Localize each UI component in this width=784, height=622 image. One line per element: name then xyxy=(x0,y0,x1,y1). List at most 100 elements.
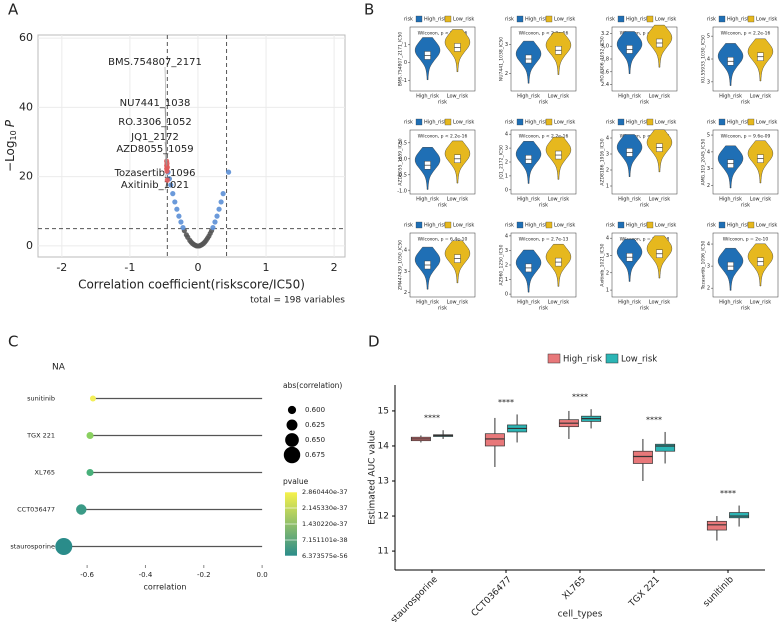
annotation: Wilcoxon, p < 2.2e-16 xyxy=(418,134,468,140)
y-tick-label: 60 xyxy=(19,31,33,44)
y-axis-label: AZD8186_1916_IC50 xyxy=(600,138,606,185)
y-axis-label: RO.3306_1052_IC50 xyxy=(600,36,606,82)
y-tick-label: 5 xyxy=(707,133,710,139)
y-axis-label: Tozasertib_1096_IC50 xyxy=(701,240,707,290)
x-axis-label: risk xyxy=(438,100,447,106)
annotation: Wilcoxon, p < 2.2e-16 xyxy=(721,31,771,37)
x-tick-label: Low_risk xyxy=(750,94,771,100)
x-axis-label: risk xyxy=(539,203,548,209)
x-tick-label: CCT036477 xyxy=(470,575,514,619)
legend-title: risk xyxy=(404,120,413,126)
point xyxy=(89,395,96,402)
annotation: Wilcoxon, p = 9.6e-09 xyxy=(721,134,771,140)
legend-size xyxy=(283,446,301,464)
box xyxy=(655,443,676,452)
legend-size xyxy=(287,405,297,415)
x-tick-label: -2 xyxy=(56,261,67,274)
y-tick-label: CCT036477 xyxy=(17,506,55,514)
legend-title: risk xyxy=(505,17,514,23)
x-tick-label: TGX 221 xyxy=(627,575,662,610)
y-axis-label: JQ1_2172_IC50 xyxy=(499,145,505,180)
legend-size xyxy=(286,419,298,431)
y-axis-label: −Log10 P xyxy=(3,119,18,172)
legend-swatch xyxy=(545,221,553,229)
point-label: RO.3306_1052 xyxy=(118,117,192,128)
legend-label: High_risk xyxy=(626,120,649,126)
y-tick-label: 4 xyxy=(707,57,710,63)
x-axis-label: cell_types xyxy=(558,610,603,620)
legend-swatch xyxy=(747,221,755,229)
legend-swatch xyxy=(646,221,654,229)
legend-swatch xyxy=(718,15,726,23)
legend-label: Low_risk xyxy=(756,223,777,229)
legend-label: High_risk xyxy=(424,120,447,126)
legend-label: 0.650 xyxy=(305,436,325,444)
y-axis-label: Estimated AUC value xyxy=(368,430,378,525)
x-tick-label: High_risk xyxy=(618,300,641,306)
point xyxy=(164,168,170,174)
legend-title: risk xyxy=(606,223,615,229)
legend-label: 0.675 xyxy=(305,451,325,459)
x-tick-label: High_risk xyxy=(416,94,439,100)
x-axis-label: risk xyxy=(539,100,548,106)
significance: **** xyxy=(720,489,736,498)
legend-swatch xyxy=(444,221,452,229)
legend-label: Low_risk xyxy=(655,120,676,126)
legend-swatch xyxy=(747,15,755,23)
legend-size xyxy=(285,433,299,447)
legend-label: High_risk xyxy=(424,223,447,229)
y-axis-label: BMS.754807_2171_IC50 xyxy=(398,32,404,87)
legend-swatch xyxy=(444,15,452,23)
y-tick-label: XL765 xyxy=(35,469,55,477)
annotation: Wilcoxon, p = 2.7e-13 xyxy=(519,237,569,243)
point xyxy=(176,213,182,219)
annotation: Wilcoxon, p < 2.2e-16 xyxy=(519,31,569,37)
significance: **** xyxy=(498,398,514,407)
y-tick-label: 40 xyxy=(19,100,33,113)
x-tick-label: Low_risk xyxy=(548,300,569,306)
x-tick-label: staurosporine xyxy=(389,574,440,622)
y-axis-label: AMG.319_2045_IC50 xyxy=(701,139,707,186)
y-axis-label: AZD8055_1059_IC50 xyxy=(398,138,404,185)
x-axis-label: risk xyxy=(741,306,750,312)
y-tick-label: 12 xyxy=(378,512,389,522)
point-label: Tozasertib_1096 xyxy=(114,168,196,179)
legend-swatch xyxy=(718,118,726,126)
y-tick-label: 0 xyxy=(505,187,508,193)
x-tick-label: Low_risk xyxy=(649,197,670,203)
legend-swatch xyxy=(646,15,654,23)
legend-swatch xyxy=(747,118,755,126)
y-tick-label: 1 xyxy=(505,277,508,283)
y-axis-label-part: −Log xyxy=(3,140,17,172)
legend-swatch xyxy=(617,221,625,229)
box xyxy=(632,450,653,464)
legend-label: 7.151101e-38 xyxy=(302,536,348,544)
plot-area xyxy=(37,34,346,258)
y-tick-label: 2.6 xyxy=(601,69,609,75)
legend-swatch xyxy=(617,118,625,126)
legend-label: 0.600 xyxy=(305,406,325,414)
point xyxy=(178,219,184,225)
y-tick-label: 0 xyxy=(404,60,407,66)
y-tick-label: 11 xyxy=(378,547,389,557)
x-tick-label: Low_risk xyxy=(447,300,468,306)
point xyxy=(86,468,94,477)
annotation: Wilcoxon, p = 6.4e-10 xyxy=(418,237,468,243)
legend-swatch xyxy=(415,118,423,126)
y-tick-label: 4 xyxy=(606,236,609,242)
legend-title: risk xyxy=(707,17,716,23)
legend-label: Low_risk xyxy=(655,223,676,229)
x-tick-label: High_risk xyxy=(517,94,540,100)
legend-label: High_risk xyxy=(727,17,750,23)
point xyxy=(214,213,220,219)
y-tick-label: 0.0 xyxy=(399,156,407,162)
legend-label: 2.145330e-37 xyxy=(302,504,348,512)
legend-label: Low_risk xyxy=(756,120,777,126)
legend-label: Low_risk xyxy=(655,17,676,23)
x-tick-label: High_risk xyxy=(517,300,540,306)
point xyxy=(172,199,178,205)
y-tick-label: 0.5 xyxy=(399,140,407,146)
y-tick-label: 2 xyxy=(707,183,710,189)
x-tick-label: -0.6 xyxy=(80,571,94,579)
